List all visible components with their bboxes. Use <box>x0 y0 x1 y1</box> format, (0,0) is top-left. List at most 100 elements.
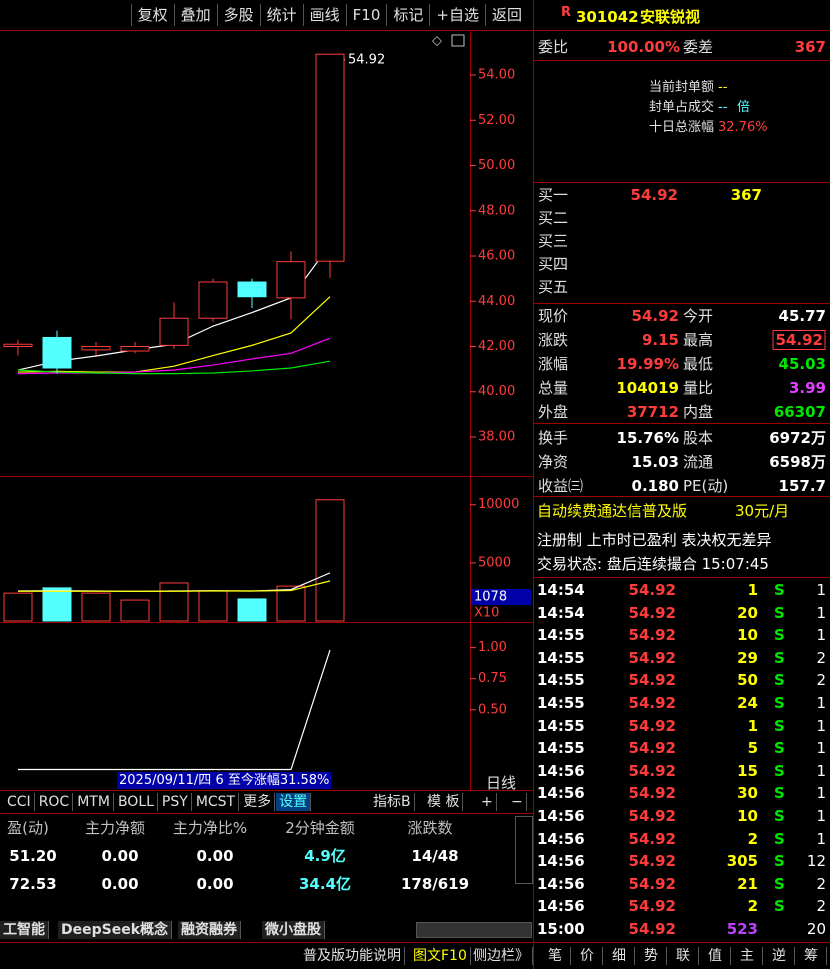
side-tab[interactable]: 笔 <box>540 947 571 965</box>
tick-time: 14:56 <box>537 829 585 848</box>
volume-bar <box>237 598 267 622</box>
ma-line <box>17 360 331 375</box>
indicator-tab[interactable]: PSY <box>159 793 192 811</box>
sector-tab[interactable]: DeepSeek概念 <box>58 921 173 939</box>
order-ratio: 100.00% <box>607 38 680 56</box>
label: 股本 <box>683 429 714 447</box>
tick-count: 20 <box>806 920 826 938</box>
indicator-tab[interactable]: 更多 <box>240 793 276 811</box>
side-tab[interactable]: 逆 <box>764 947 795 965</box>
quote-value: 54.92 <box>631 307 679 325</box>
volume-bar <box>42 587 72 622</box>
toolbar-button[interactable]: F10 <box>345 4 387 26</box>
toolbar-button[interactable]: +自选 <box>429 4 485 26</box>
quote-value: 3.99 <box>788 379 826 397</box>
y-tick-label: 54.00 <box>478 68 515 83</box>
template-tab[interactable]: 模 板 <box>424 793 464 811</box>
side-tab[interactable]: 值 <box>700 947 731 965</box>
tick-count: 2 <box>816 874 826 893</box>
zoom-button[interactable]: − <box>508 793 527 811</box>
tick-count: 1 <box>816 694 826 712</box>
table-header: 主力净比% <box>172 819 248 837</box>
tick-time: 14:56 <box>537 807 585 825</box>
indicator-tab[interactable]: ROC <box>36 793 74 811</box>
table-header: 2分钟金额 <box>285 819 355 837</box>
kline-chart: ◇ 38.00 40.00 42.00 44.00 46.00 48.00 50.00 52.… <box>3 34 531 771</box>
toolbar-button[interactable]: 叠加 <box>173 4 217 26</box>
divider <box>534 303 830 304</box>
scrollbar[interactable] <box>515 816 533 884</box>
toolbar-button[interactable]: 多股 <box>216 4 260 26</box>
side-tab[interactable]: 价 <box>572 947 603 965</box>
tick-count: 2 <box>816 671 826 690</box>
label: 内盘 <box>683 403 714 421</box>
toolbar-button[interactable]: 画线 <box>302 4 346 26</box>
label: 现价 <box>538 307 569 325</box>
tick-volume: 21 <box>737 874 758 893</box>
status: 交易状态: 盘后连续撮合 15:07:45 <box>537 555 769 573</box>
quote-value: 15.03 <box>631 453 679 471</box>
tick-time: 14:55 <box>537 739 585 758</box>
tick-time: 14:55 <box>537 694 585 712</box>
tick-volume: 305 <box>726 852 758 871</box>
divider <box>534 182 830 183</box>
icon[interactable] <box>451 34 465 47</box>
indicator-tab[interactable]: 设置 <box>276 793 312 811</box>
divider <box>0 476 533 477</box>
volume-bar <box>3 592 33 622</box>
tick-price: 54.92 <box>628 761 676 780</box>
period[interactable]: 日线 <box>486 774 517 792</box>
table-header: 盈(动) <box>7 819 49 837</box>
tick-count: 1 <box>816 603 826 622</box>
scrollbar[interactable] <box>416 922 532 938</box>
footer-button[interactable]: 侧边栏》 <box>470 947 533 965</box>
toolbar-button[interactable]: 标记 <box>386 4 429 26</box>
banner[interactable]: 自动续费通达信普及版 <box>537 502 688 520</box>
tick-time: 15:00 <box>537 920 585 938</box>
side-tab[interactable]: 主 <box>732 947 763 965</box>
y-tick-label: 0.50 <box>478 702 507 717</box>
side-tab[interactable]: 联 <box>668 947 699 965</box>
cursor-label: 1078 <box>474 590 507 605</box>
tick-volume: 523 <box>726 920 758 938</box>
volume-bar <box>198 590 228 622</box>
divider <box>534 423 830 424</box>
template-tab[interactable]: 指标B <box>370 793 415 811</box>
table-cell: 0.00 <box>101 875 139 893</box>
sector-tab[interactable]: 融资融券 <box>178 921 241 939</box>
sector-tab[interactable]: 工智能 <box>0 921 49 939</box>
quote-value: 54.92 <box>772 330 826 350</box>
icon[interactable]: ◇ <box>432 34 442 49</box>
table-cell: 51.20 <box>9 847 57 865</box>
indicator-tab[interactable]: BOLL <box>115 793 158 811</box>
toolbar-button[interactable]: 统计 <box>259 4 303 26</box>
indicator-tab[interactable]: CCI <box>4 793 35 811</box>
volume-bar <box>81 592 111 622</box>
divider <box>0 942 830 943</box>
label: 净资 <box>538 453 569 471</box>
table-cell: 72.53 <box>9 875 57 893</box>
indicator-tab[interactable]: MCST <box>193 793 240 811</box>
banner-price[interactable]: 30元/月 <box>735 502 790 520</box>
notice: 注册制 上市时已盈利 表决权无差异 <box>537 531 772 549</box>
side-tab[interactable]: 势 <box>636 947 667 965</box>
side-tab[interactable]: 细 <box>604 947 635 965</box>
tick-side: S <box>774 807 785 825</box>
footer-button[interactable]: 普及版功能说明 <box>300 947 405 965</box>
sector-tab[interactable]: 微小盘股 <box>262 921 325 939</box>
side-tab[interactable]: 筹 <box>796 947 827 965</box>
indicator-tab[interactable]: MTM <box>74 793 114 811</box>
label: 委比 <box>538 38 569 56</box>
tick-side: S <box>774 671 785 690</box>
order-diff: 367 <box>794 38 826 56</box>
table-cell: 34.4亿 <box>298 875 352 893</box>
zoom-button[interactable]: + <box>478 793 497 811</box>
ma-line <box>17 337 331 375</box>
table-cell: 0.00 <box>196 847 234 865</box>
tick-time: 14:55 <box>537 716 585 735</box>
footer-button[interactable]: 图文F10 <box>410 947 471 965</box>
candle-body <box>315 53 345 262</box>
tick-count: 1 <box>816 716 826 735</box>
toolbar-button[interactable]: 复权 <box>130 4 174 26</box>
toolbar-button[interactable]: 返回 <box>484 4 528 26</box>
